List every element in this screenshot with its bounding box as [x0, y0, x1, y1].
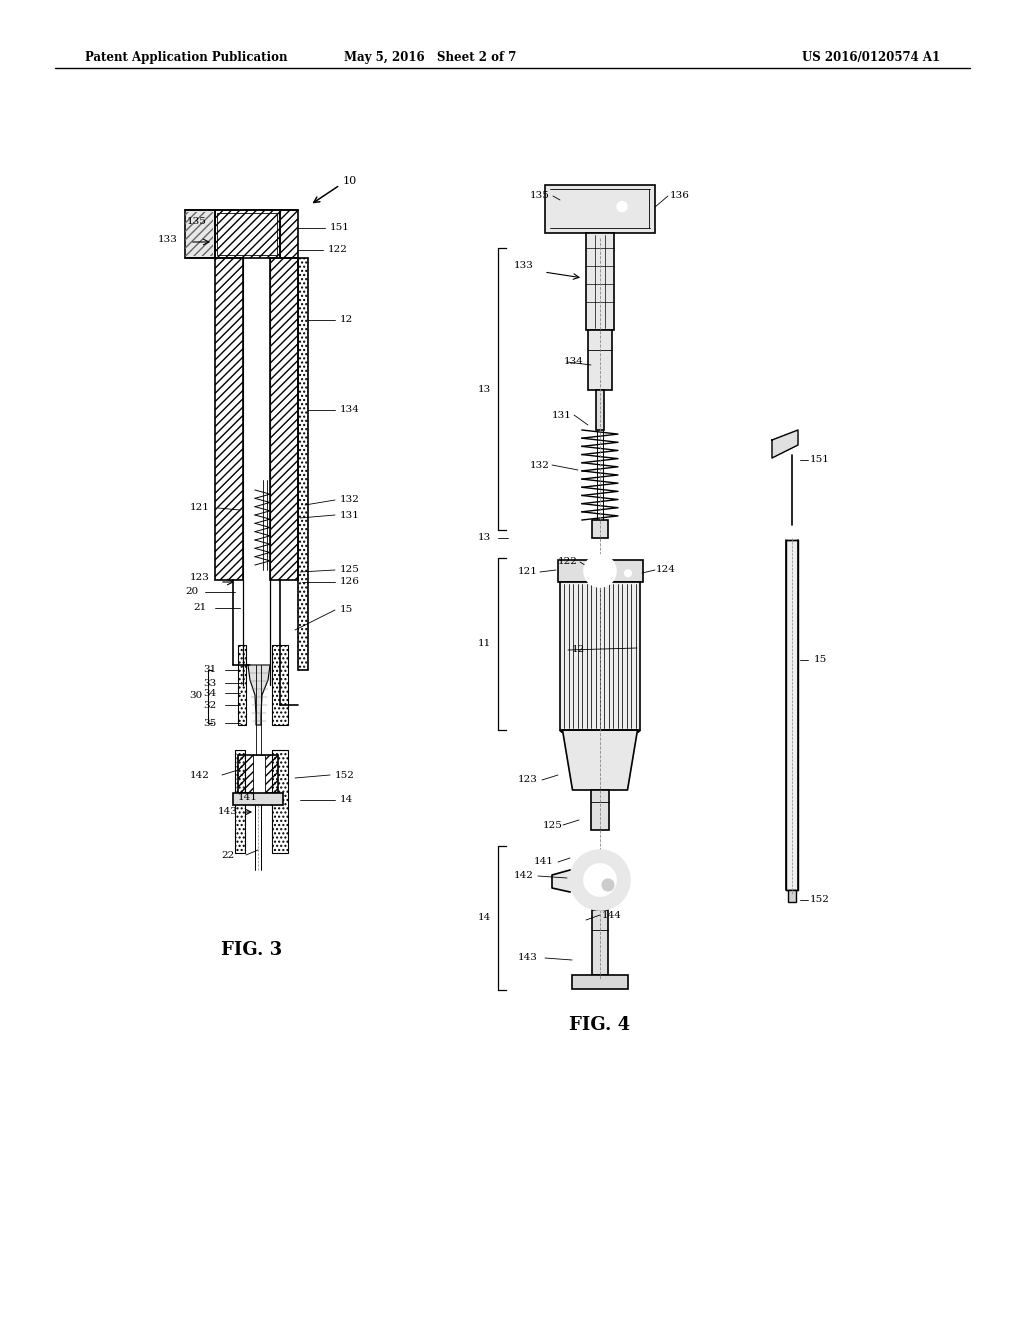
Text: 30: 30: [189, 690, 203, 700]
Text: 132: 132: [340, 495, 359, 504]
Bar: [788, 890, 796, 902]
Text: 134: 134: [340, 405, 359, 414]
Text: 136: 136: [670, 191, 690, 201]
Bar: [588, 330, 612, 389]
Text: 142: 142: [190, 771, 210, 780]
Text: 15: 15: [340, 606, 353, 615]
Text: 135: 135: [187, 218, 207, 227]
Bar: [234, 750, 245, 853]
Polygon shape: [562, 730, 638, 789]
Text: 21: 21: [194, 603, 207, 612]
Text: FIG. 4: FIG. 4: [569, 1016, 631, 1034]
Text: 141: 141: [535, 858, 554, 866]
Text: 133: 133: [158, 235, 178, 244]
Bar: [238, 755, 278, 793]
Text: 14: 14: [477, 913, 490, 923]
Bar: [298, 257, 308, 671]
Bar: [560, 582, 640, 730]
Bar: [592, 520, 608, 539]
Bar: [545, 185, 655, 234]
Bar: [586, 234, 614, 330]
Text: 31: 31: [204, 665, 217, 675]
Polygon shape: [248, 665, 270, 725]
Text: May 5, 2016   Sheet 2 of 7: May 5, 2016 Sheet 2 of 7: [344, 50, 516, 63]
Bar: [557, 560, 642, 582]
Text: 142: 142: [514, 871, 534, 880]
Polygon shape: [552, 870, 570, 892]
Text: 151: 151: [330, 223, 350, 232]
Text: 22: 22: [221, 850, 234, 859]
Text: 152: 152: [335, 771, 355, 780]
Text: Patent Application Publication: Patent Application Publication: [85, 50, 288, 63]
Text: 125: 125: [340, 565, 359, 574]
Text: 132: 132: [530, 461, 550, 470]
Polygon shape: [772, 430, 798, 458]
Circle shape: [584, 554, 616, 587]
Bar: [233, 793, 283, 805]
Text: 10: 10: [343, 176, 357, 186]
Text: 126: 126: [340, 578, 359, 586]
Bar: [270, 257, 298, 579]
Text: 34: 34: [204, 689, 217, 697]
Bar: [591, 789, 609, 830]
Text: 122: 122: [328, 246, 348, 255]
Bar: [253, 755, 265, 793]
Bar: [596, 389, 604, 430]
Text: 144: 144: [602, 911, 622, 920]
Text: 20: 20: [185, 587, 199, 597]
Bar: [185, 210, 215, 257]
Text: 122: 122: [558, 557, 578, 566]
Text: 123: 123: [518, 776, 538, 784]
Bar: [272, 750, 288, 853]
Text: 151: 151: [810, 455, 829, 465]
Text: 134: 134: [564, 358, 584, 367]
Text: 13: 13: [477, 533, 490, 543]
Bar: [272, 645, 288, 725]
Text: 143: 143: [218, 808, 238, 817]
Bar: [217, 213, 278, 255]
Text: 131: 131: [552, 411, 572, 420]
Text: 143: 143: [518, 953, 538, 962]
Bar: [215, 257, 243, 579]
Text: 35: 35: [204, 718, 217, 727]
Circle shape: [570, 850, 630, 909]
Text: 15: 15: [813, 656, 826, 664]
Text: 121: 121: [518, 568, 538, 577]
Circle shape: [602, 879, 614, 891]
Circle shape: [617, 202, 627, 211]
Circle shape: [625, 570, 632, 577]
Text: 33: 33: [204, 678, 217, 688]
Bar: [238, 645, 246, 725]
Text: 131: 131: [340, 511, 359, 520]
Bar: [280, 210, 298, 257]
Bar: [592, 909, 608, 975]
Bar: [215, 210, 280, 257]
Text: 12: 12: [340, 315, 353, 325]
Text: US 2016/0120574 A1: US 2016/0120574 A1: [802, 50, 940, 63]
Text: 121: 121: [190, 503, 210, 512]
Text: FIG. 3: FIG. 3: [221, 941, 283, 960]
Text: 14: 14: [340, 796, 353, 804]
Text: 12: 12: [571, 645, 585, 655]
Text: 123: 123: [190, 573, 210, 582]
Text: 11: 11: [477, 639, 490, 648]
Bar: [572, 975, 628, 989]
Text: 124: 124: [656, 565, 676, 574]
Bar: [786, 540, 798, 890]
Bar: [185, 213, 213, 256]
Circle shape: [584, 865, 616, 896]
Text: 125: 125: [543, 821, 563, 829]
Text: 133: 133: [514, 260, 534, 269]
Text: 32: 32: [204, 701, 217, 710]
Text: 152: 152: [810, 895, 829, 904]
Text: 13: 13: [477, 384, 490, 393]
Text: 141: 141: [238, 793, 258, 803]
Text: 135: 135: [530, 191, 550, 201]
